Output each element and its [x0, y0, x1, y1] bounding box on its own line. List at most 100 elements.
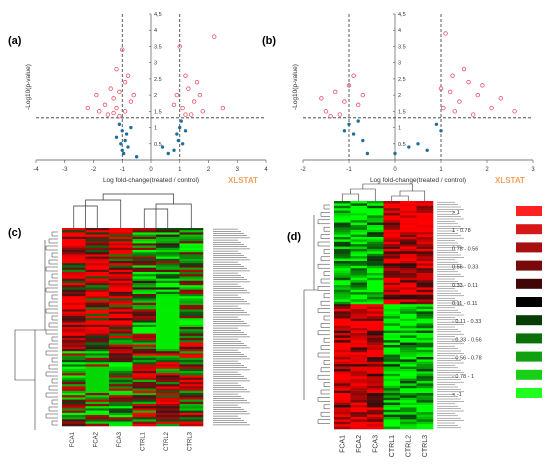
heatmap-cell — [350, 378, 368, 382]
heatmap-cell — [367, 352, 384, 355]
heatmap-cell — [367, 325, 384, 329]
data-point-significant — [177, 44, 182, 49]
xlstat-logo: XLSTAT — [228, 176, 258, 185]
heatmap-cell — [156, 261, 180, 264]
heatmap-cell — [400, 249, 417, 252]
heatmap-cell — [85, 371, 110, 374]
heatmap-cell — [334, 256, 351, 259]
heatmap-cell — [109, 329, 133, 332]
heatmap-cell — [85, 410, 110, 414]
heatmap-cell — [416, 280, 434, 283]
heatmap-cell — [334, 352, 351, 355]
data-point-significant — [452, 109, 457, 114]
heatmap-cell — [400, 349, 417, 353]
heatmap-cell — [416, 306, 434, 310]
heatmap-cell — [334, 251, 351, 255]
data-point-significant — [498, 96, 503, 101]
heatmap-cell — [350, 328, 368, 331]
heatmap-cell — [85, 375, 110, 378]
heatmap-cell — [334, 361, 351, 365]
heatmap-cell — [416, 294, 434, 298]
heatmap-cell — [367, 246, 384, 250]
heatmap-cell — [383, 292, 401, 295]
heatmap-cell — [85, 280, 110, 284]
data-point-significant — [489, 105, 494, 111]
heatmap-cell — [109, 256, 133, 260]
heatmap-cell — [334, 419, 351, 423]
heatmap-cell — [334, 371, 351, 375]
heatmap-cell — [367, 357, 384, 360]
heatmap-cell — [85, 287, 110, 290]
heatmap-cell — [179, 287, 204, 290]
heatmap-cell — [400, 330, 417, 334]
y-tick-label: 2.5 — [154, 77, 162, 83]
heatmap-cell — [179, 250, 204, 253]
heatmap-cell — [383, 417, 401, 420]
column-dendrogram-branch — [155, 203, 192, 228]
row-dendrogram-branch — [48, 280, 58, 286]
heatmap-cell — [109, 377, 133, 381]
heatmap-cell — [334, 417, 351, 420]
heatmap-cell — [179, 247, 204, 251]
heatmap-cell — [334, 225, 351, 228]
heatmap-cell — [334, 323, 351, 327]
heatmap-cell — [156, 241, 180, 244]
heatmap-cell — [383, 352, 401, 355]
heatmap-cell — [383, 237, 401, 240]
heatmap-cell — [179, 230, 204, 233]
row-dendrogram-branch — [51, 399, 58, 405]
data-point-significant — [319, 96, 324, 101]
heatmap-cell — [156, 322, 180, 326]
heatmap-cell — [156, 289, 180, 293]
heatmap-cell — [156, 390, 180, 394]
heatmap-cell — [62, 263, 86, 266]
heatmap-cell — [85, 252, 110, 255]
heatmap-cell — [109, 395, 133, 398]
heatmap-cell — [156, 272, 180, 275]
heatmap-cell — [334, 239, 351, 243]
heatmap-cell — [85, 245, 110, 249]
heatmap-cell — [132, 236, 157, 240]
heatmap-cell — [132, 258, 157, 262]
heatmap-cell — [400, 321, 417, 324]
heatmap-cell — [334, 229, 351, 233]
heatmap-cell — [367, 217, 384, 221]
data-point-significant — [97, 109, 102, 114]
heatmap-cell — [109, 375, 133, 378]
heatmap-cell — [156, 265, 180, 268]
heatmap-cell — [416, 393, 434, 396]
heatmap-cell — [416, 371, 434, 375]
heatmap-cell — [85, 232, 110, 235]
heatmap-cell — [416, 249, 434, 252]
heatmap-cell — [334, 335, 351, 339]
heatmap-cell — [400, 347, 417, 351]
heatmap-cell — [334, 347, 351, 351]
row-dendrogram-branch — [45, 371, 58, 377]
heatmap-cell — [62, 401, 86, 405]
heatmap-cell — [367, 299, 384, 303]
x-tick-label: 1 — [178, 167, 182, 173]
heatmap-cell — [179, 397, 204, 400]
heatmap-cell — [109, 417, 133, 420]
x-tick-label: 1 — [439, 167, 443, 173]
heatmap-cell — [62, 278, 86, 282]
heatmap-cell — [85, 419, 110, 422]
heatmap-cell — [400, 340, 417, 343]
heatmap-cell — [156, 316, 180, 319]
heatmap-cell — [156, 285, 180, 288]
heatmap-cell — [132, 362, 157, 365]
heatmap-cell — [350, 335, 368, 339]
heatmap-cell — [85, 283, 110, 286]
heatmap-cell — [367, 294, 384, 298]
heatmap-cell — [416, 354, 434, 358]
heatmap-cell — [179, 276, 204, 279]
data-point-nonsignificant — [179, 119, 183, 123]
heatmap-cell — [400, 232, 417, 235]
heatmap-cell — [416, 364, 434, 367]
heatmap-cell — [334, 426, 351, 430]
heatmap-cell — [85, 415, 110, 418]
heatmap-cell — [367, 309, 384, 312]
data-point-significant — [346, 83, 352, 88]
heatmap-cell — [416, 261, 434, 264]
heatmap-cell — [109, 280, 133, 284]
